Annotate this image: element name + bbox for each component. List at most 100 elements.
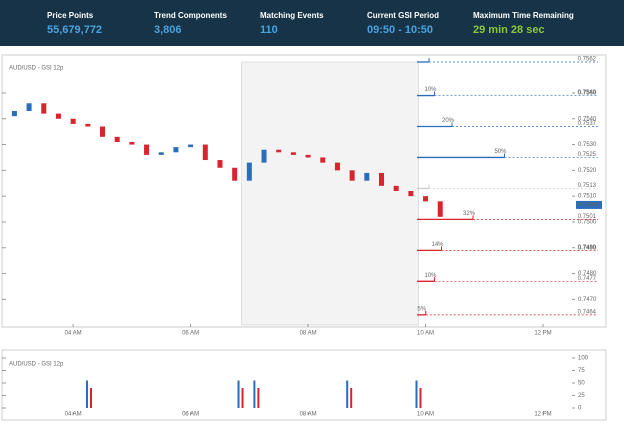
level-percent-label: 20% (442, 118, 455, 124)
stat-value: 09:50 - 10:50 (367, 24, 434, 36)
stat: Price Points 55,679,772 (47, 11, 102, 36)
event-bar (419, 388, 422, 408)
x-tick-label: 04 AM (65, 412, 82, 418)
y-tick-label: 0.7480 (578, 271, 597, 277)
stat: Matching Events 110 (260, 11, 324, 36)
level-percent-label: 32% (463, 211, 476, 217)
candle-body (423, 196, 429, 202)
y-tick-label: 25 (578, 393, 585, 399)
stat-value: 29 min 28 sec (473, 24, 545, 36)
y-tick-label: 75 (578, 368, 585, 374)
candle-body (320, 157, 326, 163)
level-percent-label: 10% (424, 273, 437, 279)
x-tick-label: 06 AM (182, 331, 199, 337)
candle-body (246, 162, 252, 181)
candle-body (26, 103, 32, 112)
candle-body (349, 170, 355, 181)
level-price-label: 0.7464 (578, 309, 597, 315)
stat: Maximum Time Remaining 29 min 28 sec (473, 11, 574, 36)
sub-panel (1, 349, 607, 421)
stat: Current GSI Period 09:50 - 10:50 (367, 11, 439, 36)
level-price-label: 0.7501 (578, 214, 597, 220)
event-bar (350, 388, 353, 408)
level-price-label: 0.7549 (578, 90, 597, 96)
highlight-region (241, 61, 419, 326)
level-price-label: 0.7537 (578, 121, 597, 127)
event-bar (241, 388, 244, 408)
level-percent-label: 5% (417, 306, 426, 312)
current-price-box (576, 200, 602, 209)
y-tick-label: 50 (578, 381, 585, 387)
level-percent-label: 10% (424, 87, 437, 93)
y-tick-label: 0 (578, 406, 582, 412)
x-tick-label: 10 AM (417, 331, 434, 337)
y-tick-label: 0.7470 (578, 297, 597, 303)
x-tick-label: 10 AM (417, 412, 434, 418)
event-bar (415, 380, 418, 408)
candle-body (437, 201, 443, 217)
level-percent-label: 14% (431, 242, 444, 248)
candle-body (202, 144, 208, 161)
stat-value: 110 (260, 24, 278, 36)
x-tick-label: 12 PM (534, 412, 551, 418)
level-price-label: 0.7489 (578, 245, 597, 251)
candle-body (41, 103, 47, 114)
candle-body (173, 147, 179, 153)
candle-body (334, 162, 340, 171)
y-tick-label: 0.7520 (578, 168, 597, 174)
event-bar (85, 380, 88, 408)
y-tick-label: 0.7500 (578, 220, 597, 226)
x-tick-label: 04 AM (65, 331, 82, 337)
candle-body (70, 118, 76, 124)
x-tick-label: 06 AM (182, 412, 199, 418)
level-price-label: 0.7477 (578, 276, 597, 282)
event-bar (89, 388, 92, 408)
header: Price Points 55,679,772 Trend Components 3,… (0, 0, 624, 46)
stat: Trend Components 3,806 (154, 11, 227, 36)
candle-body (261, 149, 267, 163)
stat-value: 3,806 (154, 24, 182, 36)
stat-label: Current GSI Period (367, 11, 440, 20)
candle-body (188, 144, 194, 148)
level-percent-label: 50% (494, 149, 507, 155)
stat-value: 55,679,772 (47, 24, 103, 36)
candle-body (290, 152, 296, 155)
candle-body (232, 167, 238, 181)
candle-body (85, 123, 91, 127)
candle-body (100, 126, 106, 137)
candle-body (305, 154, 311, 158)
y-tick-label: 0.7510 (578, 194, 597, 200)
x-tick-label: 12 PM (534, 331, 551, 337)
candle-body (144, 144, 150, 155)
y-tick-label: 0.7490 (578, 245, 597, 251)
candle-body (276, 149, 282, 153)
level-price-label: 0.7525 (578, 152, 597, 158)
candle-body (158, 152, 164, 155)
x-tick-label: 08 AM (300, 331, 317, 337)
event-bar (257, 388, 260, 408)
event-bar (346, 380, 349, 408)
current-price-label: 0.75066 (578, 203, 600, 209)
stat-label: Trend Components (154, 11, 227, 20)
candle-body (217, 160, 223, 168)
level-price-label: 0.7513 (578, 183, 597, 189)
candle-body (393, 185, 399, 191)
candle-body (364, 172, 370, 181)
event-bar (237, 380, 240, 408)
y-tick-label: 100 (578, 356, 589, 362)
panel-title: AUD/USD - GSI 12p (9, 362, 64, 368)
candle-body (408, 191, 414, 197)
candle-body (55, 113, 61, 119)
candle-body (379, 172, 385, 186)
candle-body (129, 141, 135, 145)
stat-label: Price Points (47, 11, 94, 20)
stat-label: Maximum Time Remaining (473, 11, 574, 20)
x-tick-label: 08 AM (300, 412, 317, 418)
panel-title: AUD/USD - GSI 12p (9, 66, 64, 72)
candle-body (11, 111, 17, 117)
stat-label: Matching Events (260, 11, 324, 20)
y-tick-label: 0.7530 (578, 142, 597, 148)
event-bar (253, 380, 256, 408)
